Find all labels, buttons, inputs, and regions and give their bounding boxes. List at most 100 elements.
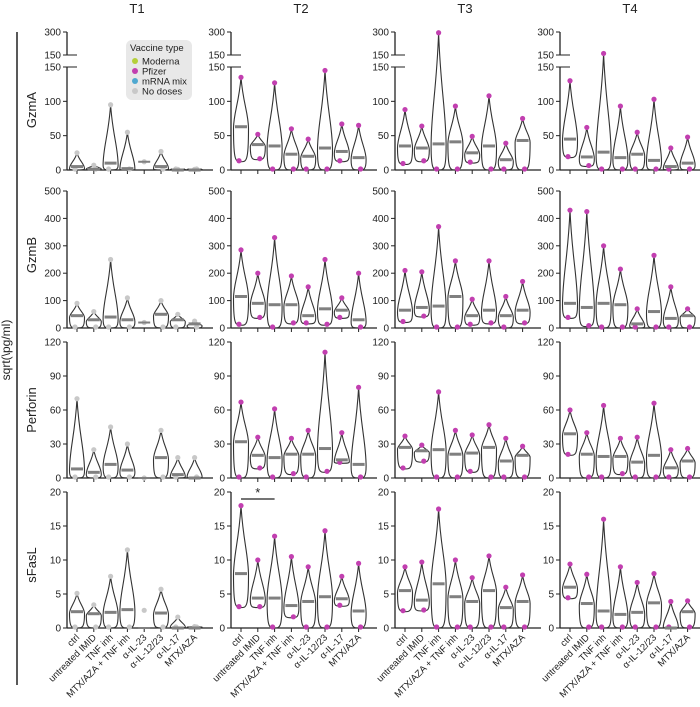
point-max-gzma-t3-group-8 — [520, 115, 526, 122]
point-min-sfasl-t4-group-8 — [687, 624, 693, 630]
y-axis-label: sqrt(\pg/ml) — [0, 320, 13, 381]
point-min-gzmb-t2-group-7 — [337, 314, 343, 321]
violin-perforin-t1-group-4 — [119, 443, 136, 479]
point-max-gzmb-t1-group-2 — [91, 308, 97, 315]
y-tick-label: 0 — [55, 474, 61, 485]
point-max-perforin-t2-group-8 — [356, 384, 362, 390]
point-max-gzmb-t2-group-8 — [356, 270, 362, 276]
y-tick-label: 120 — [372, 338, 389, 349]
point-min-gzmb-t2-group-6 — [324, 321, 330, 327]
point-min-perforin-t4-group-3 — [599, 474, 605, 480]
violin-sfasl-t3-group-2 — [413, 561, 430, 612]
point-min-gzma-t1-group-3 — [106, 166, 112, 172]
violin-gzmb-t4-group-3 — [595, 245, 612, 329]
y-tick-label: 200 — [372, 269, 389, 280]
point-min-sfasl-t3-group-6 — [488, 624, 494, 630]
violin-sfasl-t2-group-7 — [333, 576, 350, 607]
point-max-sfasl-t2-group-8 — [356, 560, 362, 567]
point-max-gzma-t4-group-2 — [584, 124, 590, 131]
point-min-perforin-t3-group-5 — [467, 468, 473, 474]
point-min-sfasl-t3-group-3 — [434, 624, 440, 630]
y-tick-label: 15 — [50, 522, 62, 533]
y-tick-label: 500 — [372, 187, 389, 198]
y-tick-label: 5 — [548, 590, 554, 601]
point-max-perforin-t1-group-7 — [175, 455, 181, 461]
y-tick-label: 100 — [372, 97, 389, 108]
y-tick-label: 0 — [383, 474, 389, 485]
y-tick-label: 300 — [537, 241, 554, 252]
point-max-sfasl-t4-group-2 — [584, 571, 590, 577]
point-max-perforin-t3-group-5 — [469, 432, 475, 438]
y-tick-label: 90 — [214, 372, 226, 383]
point-min-sfasl-t2-group-8 — [358, 624, 364, 630]
point-max-sfasl-t3-group-8 — [520, 572, 526, 578]
violin-sfasl-t3-group-3 — [430, 508, 447, 629]
legend-label-moderna: Moderna — [142, 57, 180, 68]
point-max-sfasl-t4-group-3 — [601, 516, 607, 522]
point-min-perforin-t3-group-6 — [488, 474, 494, 480]
point-min-gzmb-t2-group-8 — [358, 324, 364, 330]
point-min-gzmb-t4-group-6 — [653, 324, 659, 330]
point-min-gzmb-t2-group-3 — [270, 324, 276, 330]
point-min-sfasl-t2-group-1 — [236, 604, 242, 610]
point-max-perforin-t3-group-8 — [520, 443, 526, 449]
panel-perforin-t4: 0 30 60 90 120 — [537, 338, 700, 485]
y-tick-label: 90 — [50, 372, 62, 383]
violin-gzmb-t4-group-7 — [662, 286, 679, 329]
point-min-perforin-t4-group-4 — [619, 471, 626, 477]
y-tick-label: 100 — [208, 97, 225, 108]
violin-gzma-t1-group-3 — [102, 104, 119, 171]
violin-sfasl-t2-group-4 — [283, 556, 300, 619]
y-tick-label: 150 — [372, 51, 389, 62]
violin-sfasl-t4-group-7 — [662, 601, 679, 629]
point-max-gzmb-t3-group-4 — [452, 258, 458, 264]
point-max-gzma-t1-group-6 — [158, 148, 164, 155]
violin-gzmb-t3-group-4 — [447, 260, 464, 329]
point-max-perforin-t1-group-8 — [192, 455, 198, 461]
violin-gzmb-t2-group-7 — [333, 295, 350, 319]
y-tick-label: 150 — [208, 63, 225, 74]
violin-gzma-t2-group-1 — [232, 77, 250, 163]
y-tick-label: 0 — [383, 624, 389, 635]
violin-sfasl-t1-group-2 — [85, 603, 102, 629]
point-max-gzmb-t2-group-2 — [255, 270, 261, 276]
point-max-gzma-t1-group-4 — [124, 129, 130, 135]
y-tick-label: 15 — [378, 522, 390, 533]
y-tick-label: 50 — [50, 131, 62, 142]
point-max-gzma-t2-group-7 — [339, 121, 345, 127]
point-min-sfasl-t3-group-2 — [421, 607, 427, 613]
point-max-gzmb-t4-group-5 — [634, 306, 640, 312]
point-max-gzma-t3-group-6 — [486, 93, 492, 99]
y-tick-label: 15 — [214, 522, 226, 533]
y-tick-label: 500 — [44, 187, 61, 198]
point-min-sfasl-t4-group-1 — [565, 595, 571, 601]
point-max-gzma-t2-group-2 — [255, 131, 261, 137]
violin-gzmb-t3-group-2 — [413, 271, 430, 318]
point-max-gzma-t4-group-7 — [668, 145, 674, 151]
point-min-perforin-t4-group-7 — [666, 474, 672, 480]
point-max-perforin-t1-group-6 — [158, 427, 164, 433]
point-min-gzma-t3-group-4 — [454, 166, 460, 172]
point-max-gzmb-t3-group-5 — [469, 296, 475, 302]
point-max-gzmb-t2-group-3 — [272, 234, 278, 241]
panel-gzmb-t2: 0 100 200 300 400 500 — [208, 187, 377, 335]
y-tick-label: 100 — [537, 296, 554, 307]
point-max-gzmb-t3-group-8 — [520, 278, 526, 285]
point-max-gzmb-t3-group-6 — [486, 258, 492, 264]
y-tick-label: 5 — [55, 590, 61, 601]
violin-perforin-t3-group-7 — [497, 438, 514, 479]
violin-perforin-t2-group-4 — [283, 438, 300, 476]
point-min-perforin-t2-group-4 — [290, 471, 296, 477]
point-min-perforin-t1-group-2 — [93, 474, 99, 480]
y-tick-label: 120 — [208, 338, 225, 349]
point-max-sfasl-t1-group-3 — [108, 573, 114, 579]
point-max-perforin-t4-group-4 — [617, 435, 624, 441]
point-max-perforin-t1-group-4 — [124, 441, 130, 447]
y-tick-label: 150 — [44, 63, 61, 74]
point-min-gzmb-t3-group-3 — [434, 324, 440, 330]
point-max-gzmb-t4-group-8 — [685, 306, 691, 312]
y-tick-label: 400 — [208, 214, 225, 225]
point-max-gzmb-t3-group-3 — [436, 224, 442, 230]
